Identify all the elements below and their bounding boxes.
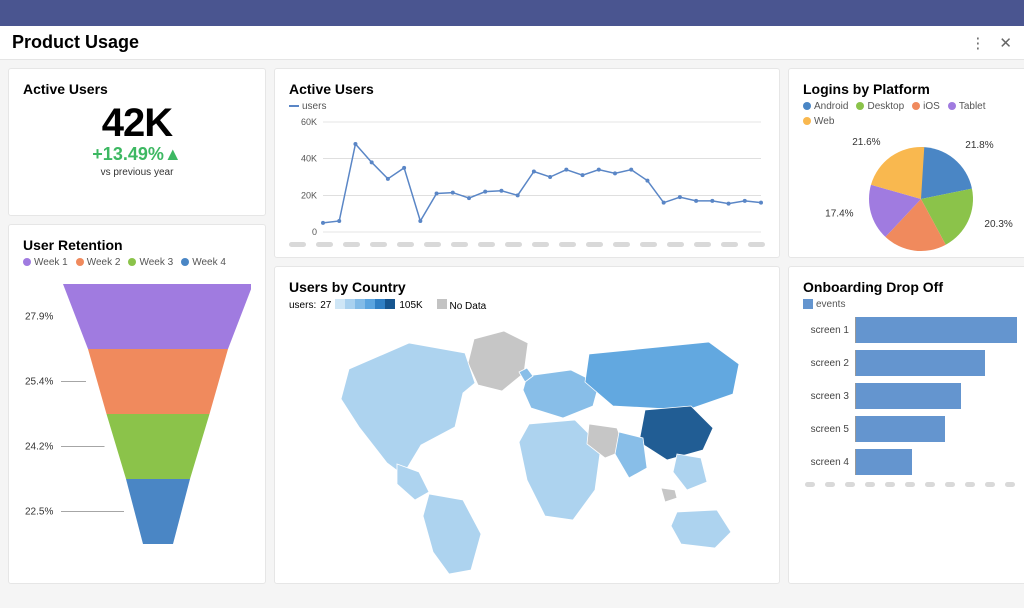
svg-text:21.6%: 21.6% [852,137,880,148]
logins-title: Logins by Platform [803,81,1017,97]
svg-text:25.4%: 25.4% [25,377,53,388]
dropoff-bar-track [855,383,1017,409]
dropoff-bars: screen 1 screen 2 screen 3 screen 5 screen 4 [803,317,1017,475]
svg-text:27.9%: 27.9% [25,312,53,323]
dropoff-legend: events [803,299,1017,310]
left-column: Active Users 42K +13.49%▲ vs previous ye… [8,68,266,584]
svg-text:0: 0 [312,227,317,236]
legend-box-icon [803,299,813,309]
logins-card: Logins by Platform AndroidDesktopiOSTabl… [788,68,1024,258]
svg-text:21.8%: 21.8% [965,140,993,151]
dropoff-legend-label: events [816,299,845,310]
dropoff-bar-fill [856,416,945,442]
map-legend-scale [335,299,395,312]
funnel-svg: 27.9% 25.4% 24.2% 22.5% [23,274,251,554]
dropoff-bar-track [855,416,1017,442]
active-chart-svg: 60K 40K 20K 0 [289,118,767,236]
map-card: Users by Country users: 27 105K No Data [274,266,780,584]
dropoff-bar-label: screen 2 [803,358,849,369]
logins-legend: AndroidDesktopiOSTabletWeb [803,101,1017,127]
retention-title: User Retention [23,237,251,253]
dropoff-bar-fill [856,383,961,409]
dropoff-bar-row: screen 3 [803,383,1017,409]
dropoff-bar-row: screen 2 [803,350,1017,376]
active-chart-legend-label: users [302,101,326,112]
dropoff-bar-fill [856,317,1017,343]
svg-text:22.5%: 22.5% [25,507,53,518]
svg-text:60K: 60K [301,118,317,127]
dropoff-bar-fill [856,449,912,475]
active-chart-title: Active Users [289,81,765,97]
svg-text:24.2%: 24.2% [25,442,53,453]
svg-text:20K: 20K [301,190,317,200]
active-chart-legend: users [289,101,765,112]
kpi-value: 42K [23,101,251,146]
dropoff-card: Onboarding Drop Off events screen 1scree… [788,266,1024,584]
svg-text:19.9%: 19.9% [898,256,926,258]
dropoff-bar-label: screen 4 [803,457,849,468]
dropoff-bar-track [855,350,1017,376]
nodata-swatch-icon [437,299,447,309]
dashboard-grid: Active Users 42K +13.49%▲ vs previous ye… [0,60,1024,592]
dropoff-bar-label: screen 1 [803,325,849,336]
svg-text:40K: 40K [301,154,317,164]
retention-legend: Week 1Week 2Week 3Week 4 [23,257,251,268]
dropoff-xticks [803,482,1017,487]
legend-dash-icon [289,105,299,107]
active-chart-xticks [289,242,765,247]
dropoff-bar-label: screen 5 [803,424,849,435]
map-title: Users by Country [289,279,765,295]
map-legend-max: 105K [399,300,422,311]
map-legend-min: 27 [320,300,331,311]
dropoff-bar-track [855,317,1017,343]
dropoff-bar-fill [856,350,985,376]
funnel-chart: 27.9% 25.4% 24.2% 22.5% [23,274,251,564]
logins-pie-svg: 21.8% 20.3% 19.9% 17.4% 21.6% [803,133,1019,258]
kpi-delta-arrow-icon: ▲ [164,144,182,164]
dropoff-bar-row: screen 4 [803,449,1017,475]
world-map-svg [289,314,767,574]
map-legend: users: 27 105K No Data [289,299,765,312]
dropoff-title: Onboarding Drop Off [803,279,1017,295]
dropoff-bar-row: screen 5 [803,416,1017,442]
title-actions: ⋮ ✕ [970,34,1012,52]
page-title: Product Usage [12,32,139,53]
title-bar: Product Usage ⋮ ✕ [0,26,1024,60]
top-band [0,0,1024,26]
more-icon[interactable]: ⋮ [970,34,985,52]
kpi-title: Active Users [23,81,251,97]
close-icon[interactable]: ✕ [999,34,1012,52]
active-users-card: Active Users users 60K 40K 20K 0 [274,68,780,258]
map-legend-label: users: [289,300,316,311]
retention-card: User Retention Week 1Week 2Week 3Week 4 … [8,224,266,584]
kpi-card: Active Users 42K +13.49%▲ vs previous ye… [8,68,266,216]
dropoff-bar-row: screen 1 [803,317,1017,343]
svg-text:20.3%: 20.3% [984,219,1012,230]
kpi-delta: +13.49%▲ [23,144,251,165]
map-nodata-label: No Data [450,301,487,312]
kpi-delta-text: +13.49% [92,144,164,164]
dropoff-bar-label: screen 3 [803,391,849,402]
svg-text:17.4%: 17.4% [825,209,853,220]
kpi-subtitle: vs previous year [23,167,251,178]
dropoff-bar-track [855,449,1017,475]
